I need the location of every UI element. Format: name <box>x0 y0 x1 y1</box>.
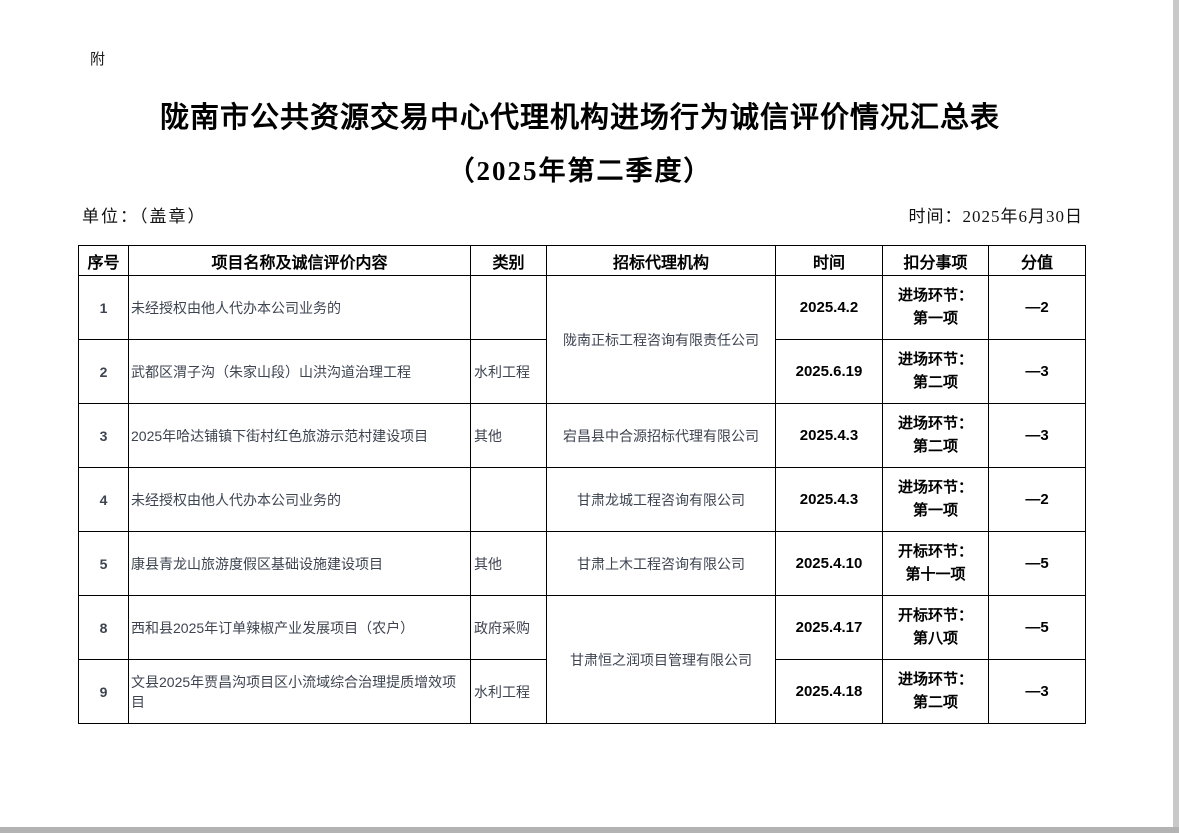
header-category: 类别 <box>470 245 547 276</box>
cell-deduction: 进场环节：第二项 <box>882 339 989 404</box>
cell-score: —3 <box>988 339 1086 404</box>
cell-score: —3 <box>988 403 1086 468</box>
table-row: 9 文县2025年贾昌沟项目区小流域综合治理提质增效项目 水利工程 2025.4… <box>78 659 1086 724</box>
cell-seq: 2 <box>78 339 129 404</box>
cell-seq: 3 <box>78 403 129 468</box>
cell-score: —5 <box>988 531 1086 596</box>
cell-date: 2025.4.18 <box>775 659 883 724</box>
cell-date: 2025.4.3 <box>775 403 883 468</box>
cell-project: 文县2025年贾昌沟项目区小流域综合治理提质增效项目 <box>128 659 471 724</box>
cell-seq: 1 <box>78 275 129 340</box>
table-row: 1 未经授权由他人代办本公司业务的 陇南正标工程咨询有限责任公司 2025.4.… <box>78 275 1086 404</box>
table-row: 4 未经授权由他人代办本公司业务的 甘肃龙城工程咨询有限公司 2025.4.3 … <box>78 467 1086 532</box>
cell-agency: 甘肃恒之润项目管理有限公司 <box>546 595 776 724</box>
page-subtitle: （2025年第二季度） <box>447 156 713 186</box>
cell-date: 2025.4.10 <box>775 531 883 596</box>
header-agency: 招标代理机构 <box>546 245 776 276</box>
table-row: 3 2025年哈达铺镇下街村红色旅游示范村建设项目 其他 宕昌县中合源招标代理有… <box>78 403 1086 468</box>
header-score: 分值 <box>988 245 1086 276</box>
table-row: 2 武都区渭子沟（朱家山段）山洪沟道治理工程 水利工程 2025.6.19 进场… <box>78 339 1086 404</box>
cell-project: 武都区渭子沟（朱家山段）山洪沟道治理工程 <box>128 339 471 404</box>
cell-category: 水利工程 <box>470 339 547 404</box>
cell-project: 西和县2025年订单辣椒产业发展项目（农户） <box>128 595 471 660</box>
cell-deduction: 开标环节：第八项 <box>882 595 989 660</box>
table-row: 8 西和县2025年订单辣椒产业发展项目（农户） 政府采购 甘肃恒之润项目管理有… <box>78 595 1086 724</box>
cell-deduction: 进场环节：第一项 <box>882 467 989 532</box>
cell-category: 其他 <box>470 403 547 468</box>
cell-project: 未经授权由他人代办本公司业务的 <box>128 275 471 340</box>
cell-agency: 宕昌县中合源招标代理有限公司 <box>546 403 776 468</box>
cell-score: —5 <box>988 595 1086 660</box>
cell-date: 2025.4.2 <box>775 275 883 340</box>
cell-date: 2025.4.3 <box>775 467 883 532</box>
cell-category <box>470 275 547 340</box>
unit-seal-label: 单位：（盖章） <box>82 207 207 226</box>
header-project: 项目名称及诚信评价内容 <box>128 245 471 276</box>
cell-seq: 9 <box>78 659 129 724</box>
header-deduction: 扣分事项 <box>882 245 989 276</box>
cell-project: 康县青龙山旅游度假区基础设施建设项目 <box>128 531 471 596</box>
cell-agency: 甘肃上木工程咨询有限公司 <box>546 531 776 596</box>
cell-score: —2 <box>988 467 1086 532</box>
cell-date: 2025.6.19 <box>775 339 883 404</box>
cell-agency: 甘肃龙城工程咨询有限公司 <box>546 467 776 532</box>
evaluation-summary-table: 序号 项目名称及诚信评价内容 类别 招标代理机构 时间 扣分事项 分值 1 未经… <box>78 245 1086 724</box>
report-date-label: 时间：2025年6月30日 <box>908 207 1083 226</box>
cell-seq: 5 <box>78 531 129 596</box>
window-right-edge <box>1173 0 1179 833</box>
cell-score: —3 <box>988 659 1086 724</box>
table-header-row: 序号 项目名称及诚信评价内容 类别 招标代理机构 时间 扣分事项 分值 <box>78 245 1086 276</box>
header-date: 时间 <box>775 245 883 276</box>
cell-deduction: 进场环节：第二项 <box>882 659 989 724</box>
cell-deduction: 开标环节：第十一项 <box>882 531 989 596</box>
cell-category: 政府采购 <box>470 595 547 660</box>
cell-agency: 陇南正标工程咨询有限责任公司 <box>546 275 776 404</box>
window-bottom-edge <box>0 827 1179 833</box>
cell-deduction: 进场环节：第二项 <box>882 403 989 468</box>
cell-category: 水利工程 <box>470 659 547 724</box>
cell-project: 2025年哈达铺镇下街村红色旅游示范村建设项目 <box>128 403 471 468</box>
page-title: 陇南市公共资源交易中心代理机构进场行为诚信评价情况汇总表 <box>159 102 1000 134</box>
attachment-label: 附 <box>90 51 106 68</box>
cell-seq: 8 <box>78 595 129 660</box>
cell-deduction: 进场环节：第一项 <box>882 275 989 340</box>
cell-project: 未经授权由他人代办本公司业务的 <box>128 467 471 532</box>
cell-date: 2025.4.17 <box>775 595 883 660</box>
header-seq: 序号 <box>78 245 129 276</box>
table-row: 5 康县青龙山旅游度假区基础设施建设项目 其他 甘肃上木工程咨询有限公司 202… <box>78 531 1086 596</box>
cell-score: —2 <box>988 275 1086 340</box>
cell-category <box>470 467 547 532</box>
cell-seq: 4 <box>78 467 129 532</box>
cell-category: 其他 <box>470 531 547 596</box>
